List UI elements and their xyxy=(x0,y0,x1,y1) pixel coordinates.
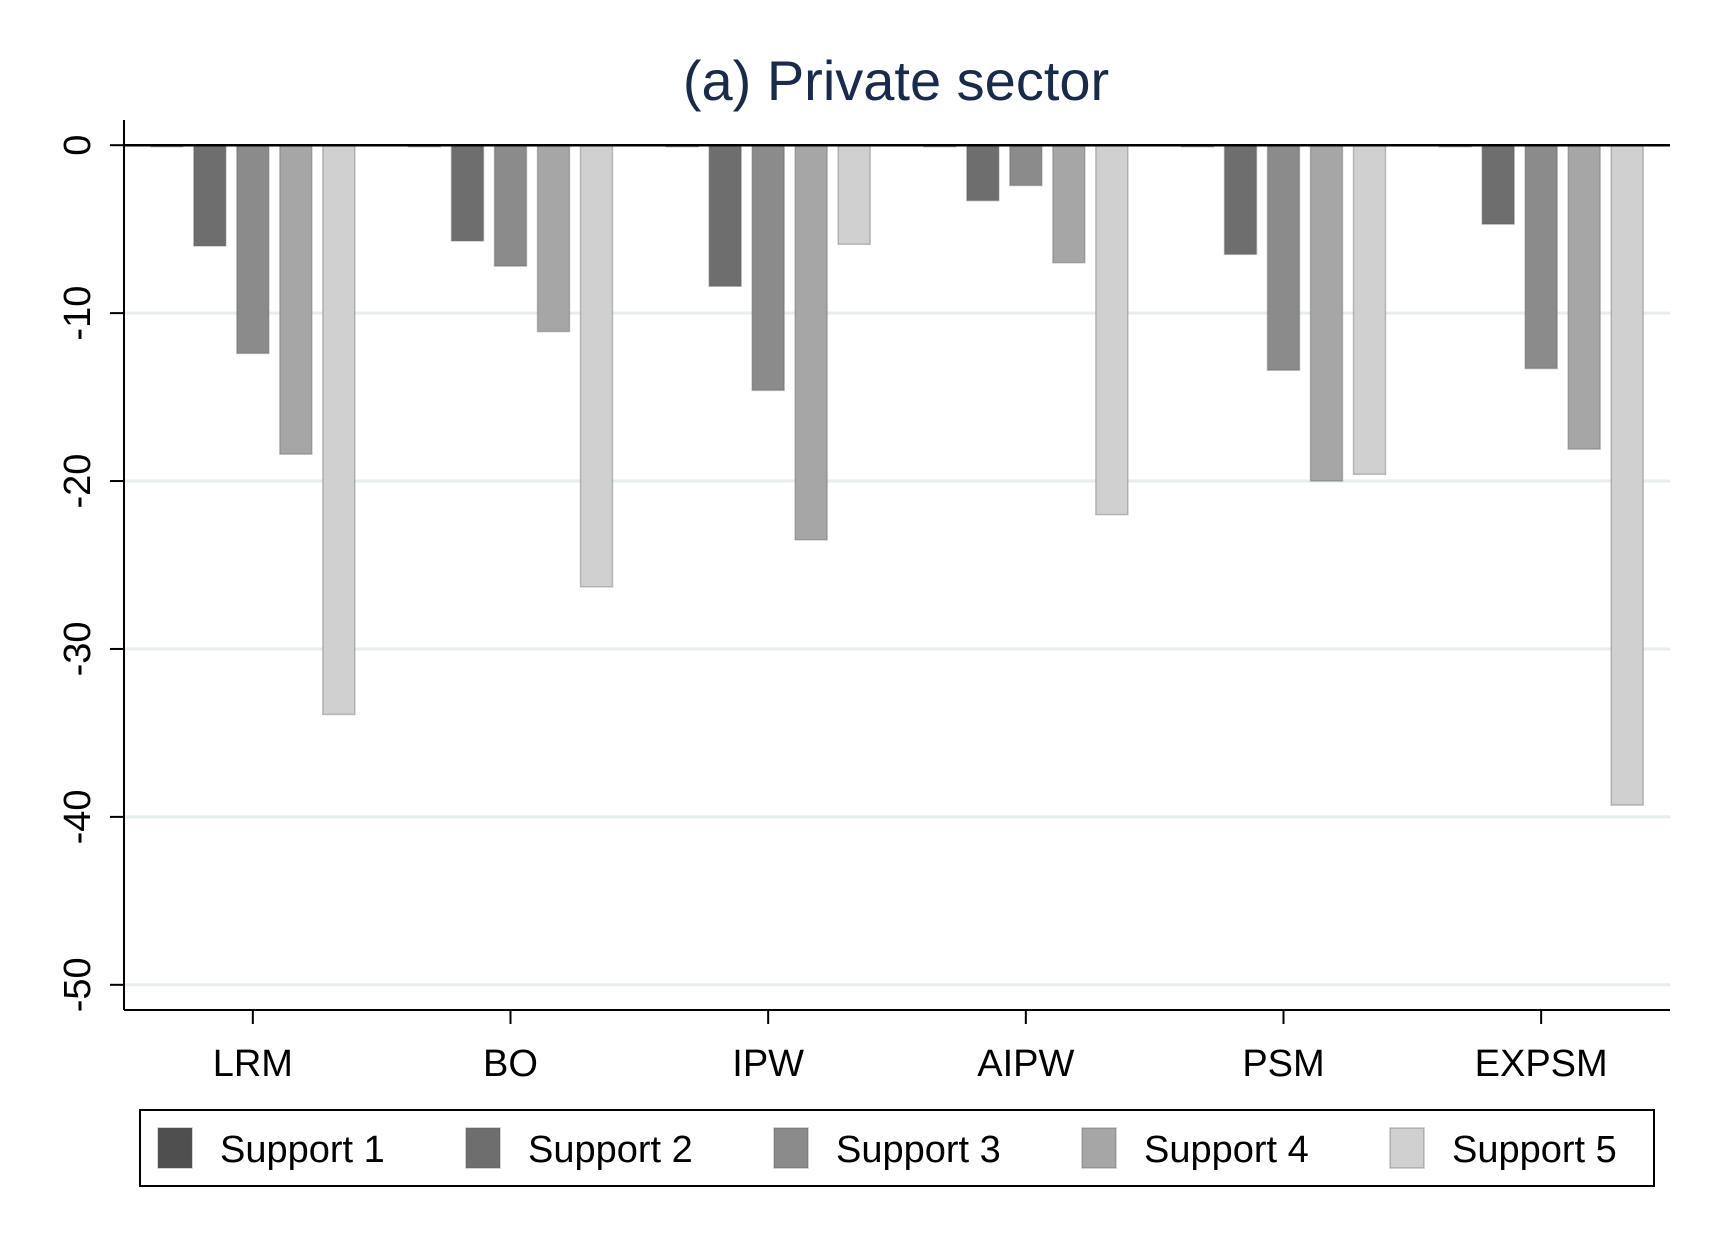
bar-aipw-support-4 xyxy=(1052,144,1086,264)
bar-bo-support-4 xyxy=(536,144,571,333)
y-tick-label: -50 xyxy=(57,957,99,1012)
bar-psm-support-2 xyxy=(1223,144,1258,256)
y-tick-label: -30 xyxy=(57,622,99,677)
y-tick-label: -10 xyxy=(57,286,99,341)
bar-psm-support-5 xyxy=(1352,144,1387,476)
bar-expsm-support-5 xyxy=(1610,144,1644,806)
x-tick-label-bo: BO xyxy=(483,1043,538,1085)
bar-lrm-support-2 xyxy=(193,144,227,247)
axes-layer: 0 -10 -20 -30 -40 -50 LRM BO IPW AIPW PSM EXPSM xyxy=(57,120,1670,1085)
bar-bo-support-2 xyxy=(450,144,485,242)
bar-aipw-support-3 xyxy=(1009,144,1043,187)
bar-bo-support-5 xyxy=(579,144,614,588)
bar-psm-support-3 xyxy=(1266,144,1301,371)
legend-label-support-1: Support 1 xyxy=(220,1129,385,1171)
x-tick-label-aipw: AIPW xyxy=(977,1043,1074,1085)
legend-label-support-5: Support 5 xyxy=(1452,1129,1617,1171)
bar-expsm-support-3 xyxy=(1524,144,1558,370)
y-tick-label: -20 xyxy=(57,454,99,509)
legend-swatch-support-4 xyxy=(1081,1127,1117,1169)
x-tick-label-ipw: IPW xyxy=(732,1043,804,1085)
x-tick-label-lrm: LRM xyxy=(213,1043,293,1085)
bar-bo-support-3 xyxy=(493,144,528,267)
bar-ipw-support-4 xyxy=(794,144,828,541)
x-tick-label-expsm: EXPSM xyxy=(1475,1043,1608,1085)
legend-swatch-support-2 xyxy=(465,1127,501,1169)
bar-lrm-support-5 xyxy=(322,144,356,716)
bar-aipw-support-5 xyxy=(1095,144,1129,516)
legend-label-support-4: Support 4 xyxy=(1144,1129,1309,1171)
bar-psm-support-4 xyxy=(1309,144,1344,482)
bar-lrm-support-3 xyxy=(236,144,270,355)
legend-swatch-support-5 xyxy=(1389,1127,1425,1169)
chart-title: (a) Private sector xyxy=(683,49,1109,112)
bar-expsm-support-2 xyxy=(1481,144,1515,225)
bar-aipw-support-2 xyxy=(966,144,1000,202)
bar-ipw-support-3 xyxy=(751,144,785,392)
bars-layer xyxy=(150,144,1644,806)
grid-layer xyxy=(124,311,1670,987)
y-tick-label: -40 xyxy=(57,789,99,844)
legend-label-support-2: Support 2 xyxy=(528,1129,693,1171)
x-tick-label-psm: PSM xyxy=(1242,1043,1324,1085)
bar-ipw-support-2 xyxy=(708,144,742,287)
legend: Support 1 Support 2 Support 3 Support 4 Supp… xyxy=(139,1109,1655,1187)
legend-label-support-3: Support 3 xyxy=(836,1129,1001,1171)
bar-ipw-support-5 xyxy=(837,144,871,246)
legend-swatch-support-1 xyxy=(157,1127,193,1169)
y-tick-label: 0 xyxy=(57,135,99,156)
bar-lrm-support-4 xyxy=(279,144,313,455)
legend-swatch-support-3 xyxy=(773,1127,809,1169)
bar-expsm-support-4 xyxy=(1567,144,1601,450)
